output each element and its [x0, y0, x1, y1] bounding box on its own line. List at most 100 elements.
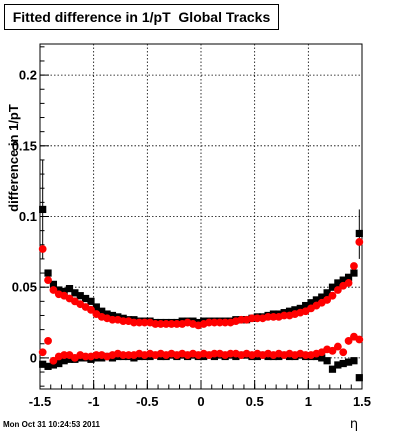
tick-labels: -1.5 -1 -0.5 0 0.5 1 1.5 0 0.05 0.1 0.15 0.2 — [12, 68, 371, 409]
x-tick-label: -0.5 — [136, 394, 158, 409]
data-point-circle — [328, 346, 337, 355]
data-point-square — [55, 359, 63, 368]
data-point-square — [285, 307, 294, 315]
data-point-circle — [339, 348, 348, 357]
data-point-circle — [226, 349, 235, 358]
data-point-square — [44, 269, 52, 277]
data-point-circle — [269, 312, 278, 321]
data-point-circle — [140, 318, 149, 327]
data-point-square — [49, 361, 58, 369]
data-point-circle — [355, 335, 364, 344]
data-point-circle — [38, 348, 47, 357]
data-point-square — [44, 362, 52, 370]
data-point-circle — [60, 351, 69, 359]
y-axis-label: difference in 1/pT — [6, 104, 21, 212]
data-point-circle — [44, 337, 52, 345]
data-point-square — [334, 361, 342, 369]
data-point-square — [344, 273, 353, 281]
y-tick-label: 0.1 — [19, 209, 37, 224]
data-point-circle — [323, 296, 332, 304]
data-point-square — [39, 205, 47, 214]
data-point-square — [98, 307, 106, 315]
data-point-circle — [119, 317, 128, 326]
data-point-circle — [119, 351, 128, 359]
timestamp: Mon Oct 31 10:24:53 2011 — [3, 420, 100, 429]
data-point-square — [39, 360, 47, 368]
data-points — [38, 159, 364, 382]
data-point-square — [323, 357, 331, 365]
data-point-square — [339, 359, 347, 368]
data-point-circle — [130, 318, 138, 327]
data-point-square — [71, 289, 79, 297]
data-point-square — [318, 293, 326, 301]
data-point-circle — [264, 312, 272, 321]
data-point-circle — [344, 337, 353, 345]
data-point-circle — [333, 342, 342, 351]
data-point-square — [65, 285, 74, 293]
data-point-square — [55, 286, 63, 294]
data-point-square — [87, 297, 95, 305]
y-tick-label: 0 — [30, 350, 37, 365]
x-tick-label: 1 — [305, 394, 312, 409]
grid — [39, 44, 363, 389]
data-point-square — [312, 296, 320, 304]
data-point-square — [350, 357, 358, 365]
data-point-circle — [151, 320, 160, 328]
data-point-circle — [205, 318, 213, 327]
data-point-circle — [344, 279, 353, 287]
data-point-square — [355, 229, 363, 238]
data-point-square — [291, 306, 299, 314]
data-point-square — [82, 294, 90, 303]
data-point-square — [307, 299, 315, 307]
data-point-circle — [108, 315, 117, 324]
data-point-circle — [253, 314, 262, 323]
y-tick-label: 0.2 — [19, 68, 37, 83]
data-point-circle — [162, 320, 171, 328]
data-point-circle — [237, 315, 246, 324]
data-point-square — [328, 283, 337, 291]
data-point-square — [339, 276, 347, 284]
data-point-square — [92, 303, 100, 311]
data-point-square — [60, 287, 68, 296]
data-point-circle — [280, 311, 289, 320]
data-point-square — [103, 310, 111, 318]
data-point-square — [323, 289, 331, 297]
x-tick-label: 1.5 — [353, 394, 371, 409]
data-point-circle — [49, 356, 58, 365]
data-point-circle — [124, 351, 133, 359]
axis-ticks — [39, 46, 363, 389]
data-point-circle — [248, 314, 256, 323]
data-point-circle — [210, 318, 219, 327]
data-point-circle — [210, 349, 219, 358]
data-point-circle — [135, 318, 144, 327]
data-point-square — [355, 374, 363, 382]
data-point-circle — [333, 286, 342, 294]
data-point-circle — [156, 320, 165, 328]
data-point-circle — [215, 318, 224, 327]
data-point-square — [76, 292, 84, 300]
data-point-square — [60, 357, 68, 365]
data-point-square — [350, 269, 358, 277]
data-point-circle — [301, 351, 310, 359]
y-tick-label: 0.05 — [12, 280, 37, 295]
chart-title: Fitted difference in 1/pT Global Tracks — [4, 4, 279, 30]
data-point-square — [108, 311, 117, 320]
y-tick-label: 0.15 — [12, 138, 37, 153]
data-point-circle — [87, 305, 95, 314]
data-point-circle — [81, 352, 90, 361]
data-point-circle — [167, 320, 176, 328]
data-point-circle — [38, 245, 47, 253]
data-point-circle — [44, 276, 52, 285]
x-tick-label: -1.5 — [29, 394, 51, 409]
x-tick-label: -1 — [88, 394, 100, 409]
data-point-square — [318, 354, 326, 362]
x-tick-label: 0 — [197, 394, 204, 409]
data-point-circle — [355, 238, 364, 246]
data-point-square — [344, 358, 353, 366]
data-point-circle — [221, 318, 230, 327]
data-point-square — [328, 365, 337, 373]
data-point-circle — [350, 262, 358, 270]
data-point-circle — [92, 351, 101, 359]
x-tick-label: 0.5 — [246, 394, 264, 409]
